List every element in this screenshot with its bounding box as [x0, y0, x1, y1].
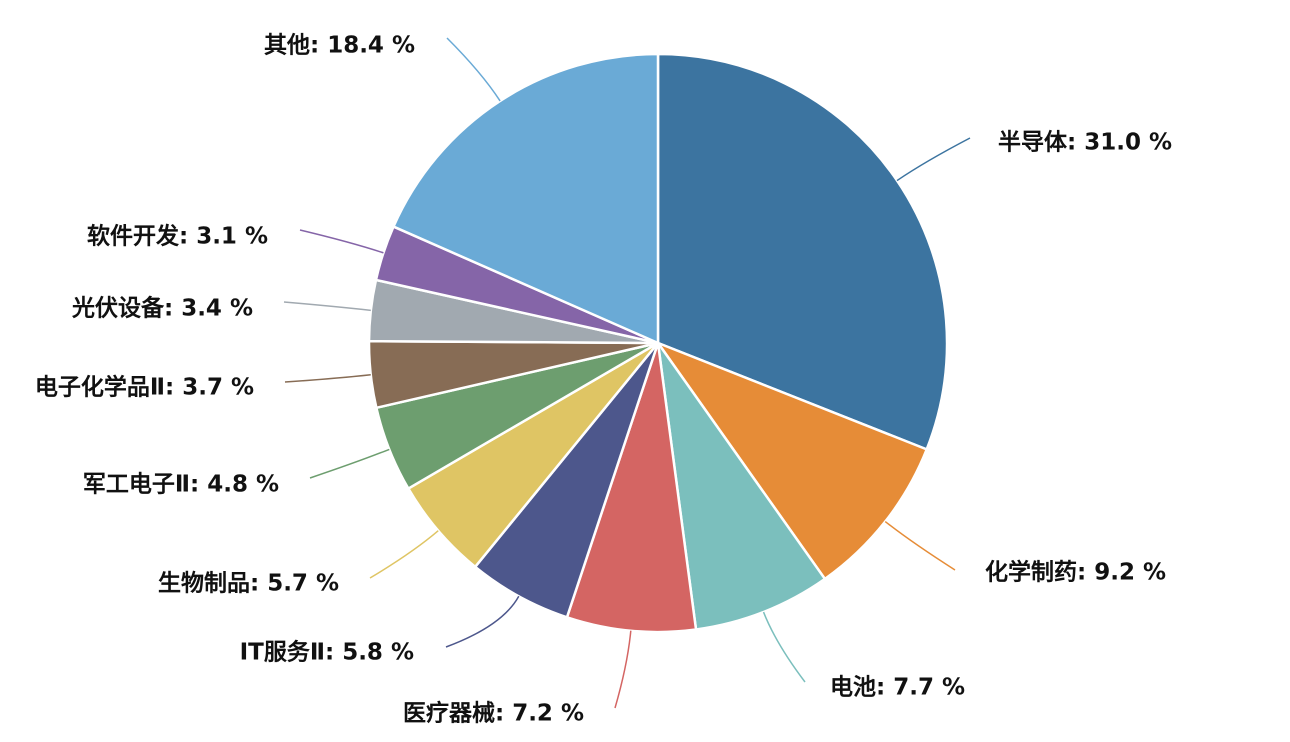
slice-1-leader-line	[896, 137, 971, 182]
slice-11-wedge[interactable]	[391, 52, 660, 345]
slice-10-label: 软件开发: 3.1 %	[87, 223, 268, 250]
slice-5-label: IT服务Ⅱ: 5.8 %	[240, 640, 414, 666]
slice-4-leader-line	[614, 630, 632, 709]
slice-5-leader-line	[445, 595, 520, 648]
slice-1-label: 半导体: 31.0 %	[998, 130, 1172, 156]
slice-7-label: 军工电子Ⅱ: 4.8 %	[83, 472, 279, 498]
slice-4-label: 医疗器械: 7.2 %	[403, 700, 584, 727]
slice-6-label: 生物制品: 5.7 %	[158, 570, 339, 597]
slice-11-label: 其他: 18.4 %	[264, 33, 415, 59]
slice-11-leader-line	[446, 37, 501, 102]
slice-3-leader-line	[762, 611, 806, 683]
slice-2-label: 化学制药: 9.2 %	[985, 559, 1166, 586]
slice-9-label: 光伏设备: 3.4 %	[71, 295, 253, 322]
slice-8-label: 电子化学品Ⅱ: 3.7 %	[35, 374, 254, 401]
slice-4-wedge[interactable]	[565, 342, 698, 634]
slice-3-label: 电池: 7.7 %	[830, 675, 965, 701]
slice-2-leader-line	[884, 520, 956, 571]
slice-6-leader-line	[369, 530, 439, 579]
slice-7-leader-line	[309, 448, 390, 479]
slice-10-leader-line	[299, 229, 384, 254]
slice-8-leader-line	[284, 373, 371, 383]
slice-9-leader-line	[283, 301, 371, 312]
